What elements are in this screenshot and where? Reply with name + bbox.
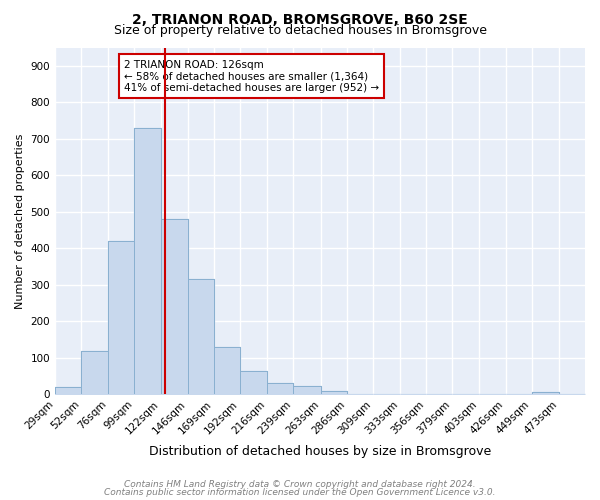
Text: Contains HM Land Registry data © Crown copyright and database right 2024.: Contains HM Land Registry data © Crown c… <box>124 480 476 489</box>
X-axis label: Distribution of detached houses by size in Bromsgrove: Distribution of detached houses by size … <box>149 444 491 458</box>
Text: Size of property relative to detached houses in Bromsgrove: Size of property relative to detached ho… <box>113 24 487 37</box>
Text: 2 TRIANON ROAD: 126sqm
← 58% of detached houses are smaller (1,364)
41% of semi-: 2 TRIANON ROAD: 126sqm ← 58% of detached… <box>124 60 379 93</box>
Text: Contains public sector information licensed under the Open Government Licence v3: Contains public sector information licen… <box>104 488 496 497</box>
Text: 2, TRIANON ROAD, BROMSGROVE, B60 2SE: 2, TRIANON ROAD, BROMSGROVE, B60 2SE <box>132 12 468 26</box>
Y-axis label: Number of detached properties: Number of detached properties <box>15 134 25 308</box>
